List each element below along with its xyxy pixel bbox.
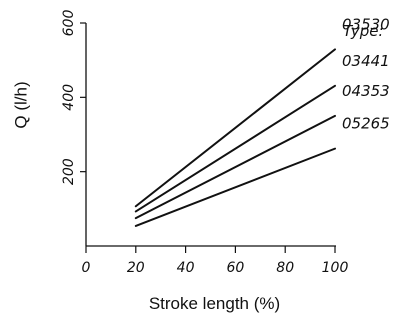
x-tick-label-40: 40 [177,260,195,276]
series-line-04353 [134,114,336,220]
x-axis-title: Stroke length (%) [149,294,280,313]
x-tick-label-60: 60 [226,260,244,276]
legend-title: Type: [343,22,384,40]
y-tick-label-400: 400 [61,84,77,111]
series-label-03441: 03441 [342,52,390,70]
y-tick-label-200: 200 [61,158,77,185]
series-label-03530: 03530 [342,15,390,33]
series-group: 03530 03441 04353 05265 [134,15,390,227]
x-tick-label-80: 80 [276,260,294,276]
labels: Stroke length (%) Q (l/h) Type: [11,22,383,313]
x-tick-label-100: 100 [322,260,349,276]
series-label-05265: 05265 [342,115,390,133]
series-line-03441 [134,84,336,213]
x-tick-label-0: 0 [82,260,91,276]
x-tick-label-20: 20 [127,260,145,276]
y-tick-label-600: 600 [61,10,77,37]
y-axis-title: Q (l/h) [11,81,30,128]
series-label-04353: 04353 [342,82,390,100]
series-line-05265 [134,147,336,227]
axes [85,23,336,247]
series-line-03530 [134,48,336,208]
ticks: 0 20 40 60 80 100 200 400 600 [61,10,348,276]
